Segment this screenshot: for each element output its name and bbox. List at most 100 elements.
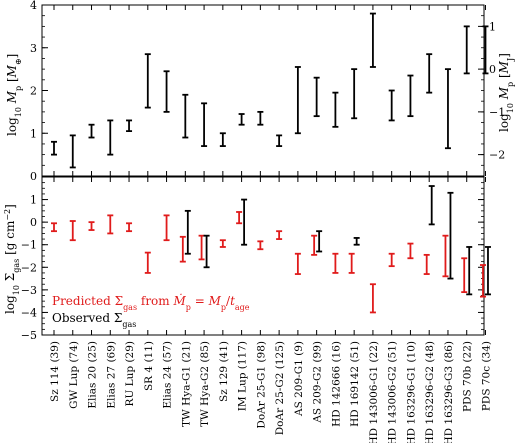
predicted-errorbar bbox=[294, 252, 301, 275]
observed-errorbar bbox=[241, 198, 248, 246]
predicted-errorbar bbox=[88, 221, 95, 231]
observed-errorbar bbox=[466, 246, 473, 296]
top-errorbar bbox=[313, 76, 320, 118]
top-errorbar bbox=[144, 53, 151, 109]
x-tick-label: Sz 114 (39) bbox=[49, 341, 61, 402]
y-left-tick-label: −4 bbox=[21, 306, 37, 319]
x-tick-label: DoAr 25-G1 (98) bbox=[255, 341, 267, 429]
x-tick-label: RU Lup (29) bbox=[124, 341, 136, 406]
predicted-errorbar bbox=[69, 220, 76, 242]
legend: Predicted Σgas from Ṁp = Mp/tageObserved… bbox=[52, 293, 250, 329]
top-errorbar bbox=[88, 123, 95, 139]
x-tick-label: SR 4 (11) bbox=[143, 341, 155, 391]
predicted-errorbar bbox=[144, 251, 151, 274]
predicted-errorbar bbox=[276, 230, 283, 240]
top-errorbar bbox=[182, 93, 189, 139]
x-tick-label: HD 163296-G3 (86) bbox=[443, 341, 455, 443]
x-tick-label: Elias 20 (25) bbox=[87, 341, 99, 409]
top-errorbar bbox=[388, 89, 395, 122]
top-panel: 0 1 2 3 4 −2 −1 0 1 log10 Mp [M⊕] log10 Mp [MJ] bbox=[5, 0, 515, 183]
x-tick-label: HD 163296-G1 (10) bbox=[405, 341, 417, 443]
y-axis-title-right: log10 Mp [MJ] bbox=[497, 53, 515, 132]
observed-errorbar bbox=[316, 230, 323, 253]
predicted-errorbar bbox=[311, 234, 318, 256]
x-tick-label: HD 143006-G2 (51) bbox=[387, 341, 399, 443]
y-left-tick-label: 2 bbox=[30, 85, 37, 98]
observed-errorbar bbox=[447, 191, 454, 280]
top-errorbar bbox=[332, 91, 339, 128]
y-left-tick-label: 1 bbox=[30, 127, 37, 140]
top-errorbar bbox=[201, 102, 208, 147]
top-errorbar bbox=[294, 66, 301, 135]
x-tick-label: DoAr 25-G2 (125) bbox=[274, 341, 286, 435]
predicted-errorbar bbox=[107, 214, 114, 235]
x-tick-label: TW Hya-G2 (85) bbox=[199, 341, 211, 427]
y-left-tick-label: −5 bbox=[21, 329, 37, 342]
top-errorbar bbox=[126, 119, 133, 133]
top-errorbar bbox=[407, 74, 414, 118]
top-errorbar bbox=[444, 68, 451, 150]
y-left-tick-label: −2 bbox=[21, 261, 37, 274]
top-errorbar bbox=[463, 25, 470, 75]
y-axis-title-bottom: log10 Σgas [g cm−2] bbox=[3, 204, 21, 314]
predicted-errorbar bbox=[126, 222, 133, 233]
y-left-tick-label: −3 bbox=[21, 284, 37, 297]
y-right-tick-label: 0 bbox=[489, 63, 496, 76]
top-errorbar bbox=[276, 134, 283, 147]
predicted-errorbar bbox=[219, 239, 226, 248]
predicted-errorbar bbox=[332, 252, 339, 274]
y-left-tick-label: 3 bbox=[30, 42, 37, 55]
observed-errorbar bbox=[203, 234, 210, 269]
predicted-errorbar bbox=[442, 234, 449, 278]
top-errorbar bbox=[482, 25, 489, 75]
top-errorbar bbox=[369, 12, 376, 68]
predicted-errorbar bbox=[423, 253, 430, 275]
top-errorbar bbox=[238, 113, 245, 126]
y-left-tick-label: 0 bbox=[30, 216, 37, 229]
x-tick-label: TW Hya-G1 (21) bbox=[180, 341, 192, 427]
x-tick-label: GW Lup (74) bbox=[68, 341, 80, 409]
x-tick-label: PDS 70c (34) bbox=[480, 341, 492, 411]
y-axis-title-text: log10 Mp [M⊕] bbox=[5, 54, 23, 136]
y-left-tick-label: 1 bbox=[30, 194, 37, 207]
top-errorbar bbox=[351, 68, 358, 120]
observed-errorbar bbox=[184, 209, 191, 255]
bottom-panel: −5 −4 −3 −2 −1 0 1 log10 Σgas [g cm−2] bbox=[3, 176, 491, 342]
y-right-tick-label: −2 bbox=[489, 149, 505, 162]
observed-errorbar bbox=[353, 237, 360, 246]
predicted-errorbar bbox=[257, 240, 264, 251]
predicted-errorbar bbox=[369, 283, 376, 314]
x-tick-label: PDS 70b (22) bbox=[462, 341, 474, 412]
top-errorbar bbox=[219, 132, 226, 147]
predicted-errorbar bbox=[461, 257, 468, 294]
top-errorbar bbox=[107, 119, 114, 156]
y-left-tick-label: −1 bbox=[21, 239, 37, 252]
y-axis-title-text: log10 Mp [MJ] bbox=[497, 53, 515, 132]
x-tick-label: HD 169142 (51) bbox=[349, 341, 361, 427]
x-tick-label: HD 143006-G1 (22) bbox=[368, 341, 380, 443]
y-left-tick-label: 0 bbox=[30, 170, 37, 183]
x-tick-label: HD 142666 (16) bbox=[330, 341, 342, 427]
x-tick-label: Sz 129 (41) bbox=[218, 341, 230, 402]
predicted-errorbar bbox=[236, 211, 243, 225]
top-errorbar bbox=[51, 140, 57, 156]
predicted-errorbar bbox=[348, 252, 355, 274]
top-errorbar bbox=[163, 70, 170, 113]
x-tick-label: Elias 24 (57) bbox=[162, 341, 174, 409]
x-tick-label: AS 209-G1 (9) bbox=[293, 341, 305, 417]
x-tick-label: Elias 27 (69) bbox=[105, 341, 117, 409]
observed-errorbar bbox=[484, 246, 491, 296]
predicted-errorbar bbox=[198, 234, 205, 261]
top-errorbar bbox=[69, 134, 76, 169]
y-axis-title-text: log10 Σgas [g cm−2] bbox=[3, 204, 21, 314]
legend-entry-observed: Observed Σgas bbox=[52, 311, 136, 329]
y-right-tick-label: 1 bbox=[489, 20, 496, 33]
x-tick-label: AS 209-G2 (99) bbox=[312, 341, 324, 424]
y-axis-title-left: log10 Mp [M⊕] bbox=[5, 54, 23, 136]
top-errorbar bbox=[257, 110, 264, 126]
x-tick-labels: Sz 114 (39) GW Lup (74) Elias 20 (25) Elias… bbox=[49, 341, 492, 443]
predicted-errorbar bbox=[163, 214, 170, 242]
x-tick-label: HD 163296-G2 (48) bbox=[424, 341, 436, 443]
predicted-errorbar bbox=[388, 252, 395, 268]
